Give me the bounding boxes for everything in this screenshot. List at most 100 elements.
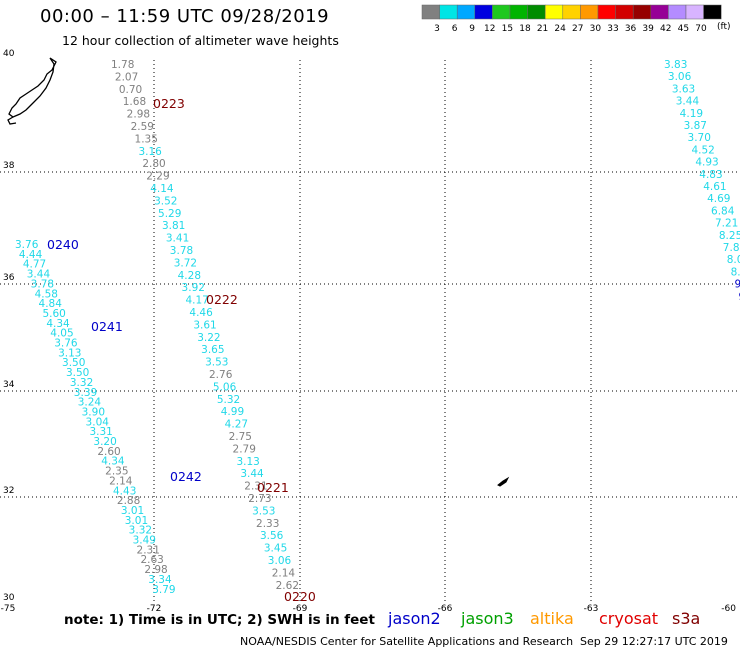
wave-height-value: 7.83 [723,242,740,254]
wave-height-value: 2.14 [109,475,133,487]
map-title: 00:00 – 11:59 UTC 09/28/2019 [40,6,330,27]
mission-altika: altika [530,609,574,628]
legend-swatch [615,4,634,20]
wave-height-value: 2.59 [131,121,154,133]
lat-label: 34 [3,380,15,390]
wave-height-value: 8.0 [727,254,740,266]
wave-height-value: 9 [738,291,740,303]
wave-height-value: 1.35 [135,133,158,145]
wave-height-value: 3.39 [74,387,97,399]
wave-height-value: 0.70 [119,84,142,96]
legend-swatch [456,4,476,20]
legend-swatch [439,4,458,20]
legend-label: 18 [519,24,531,34]
wave-height-value: 3.01 [121,505,144,517]
legend-swatch [685,4,704,20]
lat-label: 40 [3,49,15,59]
wave-height-value: 4.05 [50,328,73,340]
wave-height-value: 5.60 [42,308,65,320]
wave-height-value: 2.63 [140,554,163,566]
lon-label: -69 [293,604,308,614]
legend-unit: (ft) [717,22,731,32]
lon-label: -63 [584,604,599,614]
wave-height-value: 4.17 [185,295,208,307]
legend-swatch [492,4,511,20]
wave-height-value: 3.56 [260,530,284,542]
wave-height-value: 3.76 [15,239,39,251]
wave-height-value: 5.06 [213,381,237,393]
wave-height-value: 8.25 [719,230,740,242]
wave-height-value: 4.43 [113,485,136,497]
wave-height-value: 4.83 [699,169,722,181]
wave-height-value: 4.93 [695,157,718,169]
pass-label: 0223 [153,96,185,111]
coastline-shape [7,116,17,125]
wave-height-value: 4.28 [178,270,201,282]
legend-swatch [544,4,564,20]
wave-height-value: 3.53 [252,505,275,517]
wave-height-value: 3.44 [27,269,51,281]
wave-height-value: 2.79 [233,443,256,455]
map-subtitle: 12 hour collection of altimeter wave hei… [62,33,339,48]
pass-labels: 0223 0240 0241 0222 0242 0221 0220 [47,96,316,604]
wave-height-value: 3.53 [205,357,228,369]
mission-jason3: jason3 [461,609,514,628]
wave-height-value: 3.44 [676,96,700,108]
legend-label: 30 [590,24,602,34]
lat-label: 30 [3,593,15,603]
wave-height-value: 3.01 [125,515,148,527]
wave-height-value: 3.31 [89,426,112,438]
legend-swatch [597,4,616,20]
footer-timestamp: Sep 29 12:27:17 UTC 2019 [580,635,728,648]
wave-height-value: 3.24 [78,397,102,409]
wave-height-value: 3.06 [268,555,292,567]
legend-label: 24 [554,24,566,34]
legend-swatch [421,4,440,20]
wave-height-value: 7.21 [715,218,738,230]
legend-swatch [474,4,493,20]
wave-height-value: 2.33 [256,518,279,530]
wave-height-value: 2.29 [146,171,169,183]
wave-height-value: 3.44 [240,468,264,480]
wave-height-value: 3.72 [174,257,197,269]
legend-swatch [527,4,546,20]
wave-height-value: 3.76 [54,338,78,350]
wave-height-value: 3.22 [197,332,220,344]
wave-height-value: 4.84 [39,298,63,310]
wave-height-value: 2.75 [229,431,252,443]
wave-height-value: 2.88 [117,495,140,507]
legend-label: 42 [660,24,671,34]
lon-label: -75 [1,604,16,614]
wave-height-value: 4.52 [691,144,714,156]
wave-height-value: 3.34 [148,574,172,586]
legend-label: 9 [469,24,475,34]
wave-height-value: 3.13 [236,456,259,468]
wave-height-value: 3.78 [31,278,54,290]
legend-swatch [562,4,581,20]
wave-height-value: 3.16 [138,146,162,158]
wave-height-value: 3.45 [264,543,287,555]
wave-height-value: 3.50 [62,357,85,369]
wave-height-value: 2.80 [142,158,165,170]
wave-height-value: 3.13 [58,347,81,359]
footer-credit: NOAA/NESDIS Center for Satellite Applica… [240,635,574,648]
lat-label: 32 [3,486,14,496]
wave-height-value: 3.63 [672,83,695,95]
wave-height-value: 3.50 [66,367,89,379]
wave-height-legend: 3 6 9 12 15 18 21 24 27 30 33 36 39 42 45 70 [421,4,722,34]
wave-height-value: 2.98 [127,109,150,121]
wave-height-value: 3.87 [684,120,707,132]
wave-height-value: 3.06 [668,71,692,83]
wave-height-value: 3.81 [162,220,185,232]
wave-height-value: 9. [735,279,740,291]
wave-height-value: 5.29 [158,208,181,220]
wave-height-value: 4.44 [19,249,43,261]
altimeter-tracks: 1.782.070.701.682.982.591.353.162.802.29… [15,59,740,596]
lon-label: -66 [438,604,453,614]
wave-height-value: 3.70 [688,132,711,144]
wave-height-value: 5.32 [217,394,240,406]
wave-height-value: 4.61 [703,181,726,193]
legend-label: 45 [678,24,689,34]
coastline-shape [8,57,57,118]
